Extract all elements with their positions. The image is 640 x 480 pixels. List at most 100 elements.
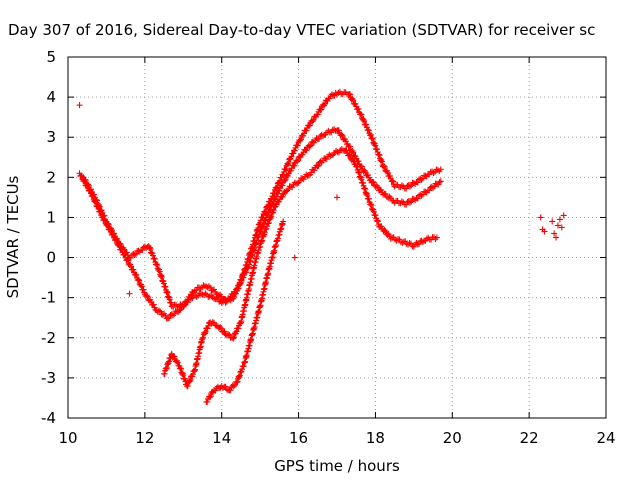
data-point [133,272,140,279]
data-point [280,171,287,178]
data-point [139,247,146,254]
data-point [202,328,209,335]
data-point [357,111,364,118]
axis-ticks [67,56,607,419]
data-point [374,146,381,153]
data-point [135,276,142,283]
data-point [285,159,292,166]
data-point [272,184,279,191]
data-point [200,334,207,341]
data-point [233,328,240,335]
data-point [335,89,342,96]
data-point [378,223,385,230]
data-point [328,129,335,136]
data-point [375,218,382,225]
data-point [556,216,563,223]
data-point [414,195,421,202]
data-point [291,147,298,154]
data-point [206,293,213,300]
data-point [82,177,89,184]
data-point [156,268,163,275]
data-point [153,261,160,268]
data-point [350,149,357,156]
data-point [306,143,313,150]
data-point [321,155,328,162]
data-point [362,168,369,175]
y-tick-label: -3 [41,369,56,387]
x-tick-label: 16 [289,429,308,447]
data-point [430,170,437,177]
data-point [422,188,429,195]
data-point [226,331,233,338]
data-point [436,179,443,186]
data-point [560,212,567,219]
data-point [380,191,387,198]
data-point [361,117,368,124]
data-point [327,152,334,159]
y-tick-label: 3 [46,128,56,146]
x-tick-label: 12 [135,429,154,447]
data-points [76,88,567,406]
data-point [279,182,286,189]
data-point [104,220,111,227]
data-point [328,91,335,98]
data-point [413,239,420,246]
data-point [85,182,92,189]
data-point [282,165,289,172]
data-point [76,102,83,109]
data-point [138,283,145,290]
data-point [264,223,271,230]
data-point [297,137,304,144]
data-point [117,241,124,248]
data-point [372,142,379,149]
data-point [244,264,251,271]
data-point [350,157,357,164]
data-point [403,185,410,192]
data-point [181,302,188,309]
data-point [150,301,157,308]
data-point [406,240,413,247]
data-point [398,182,405,189]
data-point [382,228,389,235]
y-tick-label: -1 [41,289,56,307]
data-point [384,169,391,176]
data-point [313,135,320,142]
data-point [230,334,237,341]
data-point [206,394,213,401]
data-point [218,325,225,332]
x-tick-label: 18 [366,429,385,447]
data-point [321,101,328,108]
data-point [314,163,321,170]
y-tick-label: 0 [46,249,56,267]
data-point [374,184,381,191]
data-point [288,153,295,160]
data-point [193,293,200,300]
data-point [202,290,209,297]
data-point [211,319,218,326]
data-point [558,224,565,231]
data-point [365,127,372,134]
data-point [280,218,287,225]
y-tick-label: 4 [46,88,56,106]
data-point [398,198,405,205]
data-point [382,191,389,198]
data-point [197,285,204,292]
data-point [537,214,544,221]
data-point [290,150,297,157]
data-point [261,229,268,236]
data-point [154,262,161,269]
data-point [387,195,394,202]
data-point [551,230,558,237]
data-point [270,207,277,214]
data-point [237,280,244,287]
data-point [135,247,142,254]
data-point [423,235,430,242]
data-point [549,218,556,225]
data-point [93,196,100,203]
data-point [222,299,229,306]
data-point [223,386,230,393]
data-point [359,116,366,123]
data-point [204,325,211,332]
x-tick-labels: 10 12 14 16 18 20 22 24 [58,429,615,447]
data-point [136,277,143,284]
